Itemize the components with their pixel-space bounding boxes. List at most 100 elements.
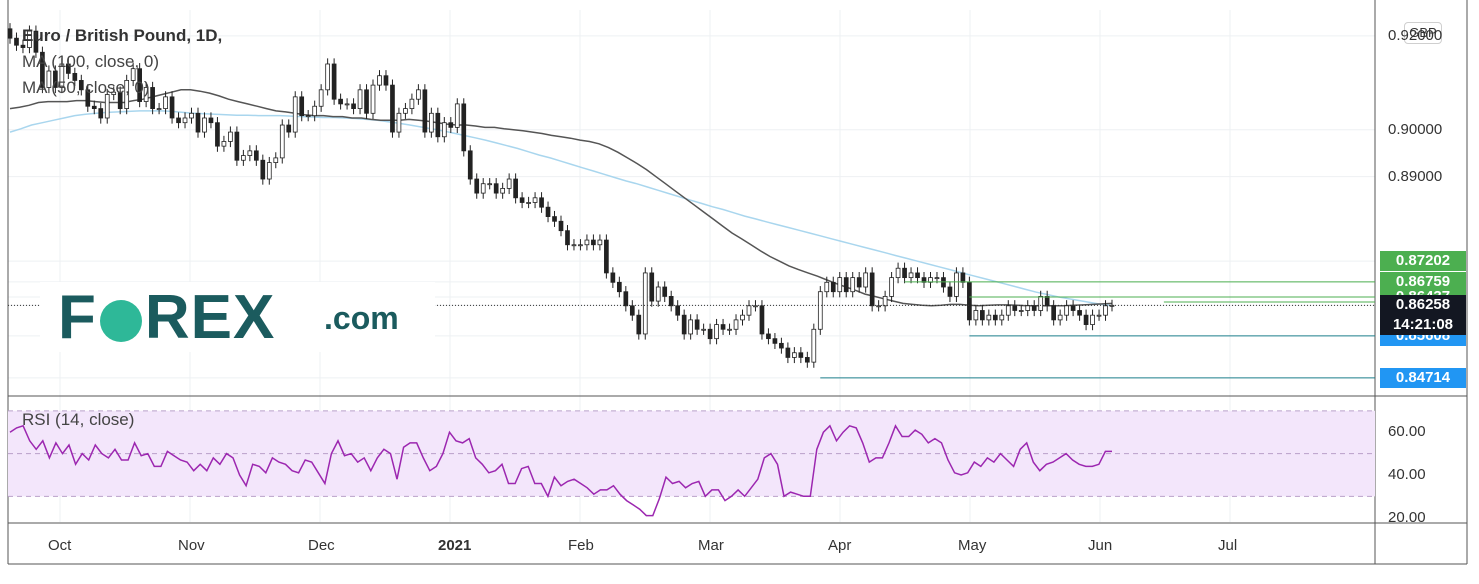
- candle-down: [992, 314, 998, 321]
- candle-down: [150, 87, 155, 109]
- candle-down: [169, 96, 175, 119]
- ma100-legend: MA (100, close, 0): [22, 52, 160, 71]
- candle-up: [377, 75, 382, 86]
- candle-down: [1083, 314, 1089, 325]
- candle-up: [403, 108, 408, 114]
- candle-up: [1096, 314, 1102, 317]
- candle-up: [202, 117, 207, 133]
- candle-up: [532, 197, 538, 203]
- currency-badge[interactable]: GBP: [1404, 22, 1442, 44]
- candle-down: [1077, 310, 1082, 316]
- candle-down: [234, 131, 240, 161]
- candle-up: [526, 202, 531, 204]
- chart-title: Euro / British Pound, 1D,: [22, 26, 223, 45]
- candle-up: [1025, 305, 1031, 311]
- candle-down: [623, 291, 629, 307]
- candle-up: [506, 178, 512, 189]
- candle-up: [584, 239, 590, 246]
- candle-up: [824, 281, 830, 293]
- candle-up: [318, 89, 324, 107]
- candle-down: [694, 319, 700, 330]
- rsi-tick-label: 20.00: [1388, 508, 1426, 526]
- candle-up: [416, 89, 421, 100]
- x-tick-label: Mar: [698, 537, 724, 554]
- candle-up: [143, 87, 149, 102]
- candle-down: [675, 305, 681, 316]
- candle-up: [889, 277, 894, 297]
- candle-up: [1005, 305, 1011, 316]
- candle-up: [292, 96, 298, 133]
- candle-down: [960, 272, 966, 283]
- candle-up: [325, 63, 330, 91]
- candle-down: [91, 105, 97, 109]
- candle-down: [830, 281, 836, 293]
- candle-down: [117, 91, 123, 109]
- candle-up: [895, 267, 901, 279]
- candle-down: [338, 98, 343, 105]
- candle-down: [519, 197, 525, 203]
- candle-down: [604, 239, 609, 274]
- candle-down: [545, 206, 551, 217]
- rsi-band: [8, 410, 1375, 497]
- candle-up: [571, 244, 577, 247]
- candle-up: [454, 103, 460, 128]
- candle-up: [1090, 314, 1095, 325]
- ma100-line: [9, 110, 1113, 307]
- candle-down: [610, 272, 616, 283]
- candle-down: [448, 122, 454, 128]
- candle-up: [46, 70, 52, 88]
- candle-up: [811, 328, 817, 363]
- price-tick-label: 0.89000: [1388, 167, 1443, 185]
- logo-domain: .com: [324, 300, 399, 336]
- candle-up: [973, 310, 979, 321]
- candle-up: [863, 272, 869, 288]
- candle-up: [701, 328, 706, 331]
- x-tick-label: Feb: [568, 537, 594, 554]
- candle-down: [364, 89, 369, 114]
- candle-down: [7, 28, 13, 39]
- candle-up: [124, 80, 130, 109]
- candle-down: [1051, 305, 1057, 321]
- candle-down: [681, 314, 687, 335]
- x-tick-label: Oct: [48, 537, 72, 554]
- x-tick-label: Apr: [828, 537, 852, 554]
- candle-up: [746, 305, 752, 316]
- candle-up: [999, 314, 1005, 321]
- candle-down: [40, 51, 45, 88]
- candle-up: [597, 239, 603, 246]
- candle-up: [344, 103, 350, 106]
- ma50-legend: MA (50, close, 0): [22, 78, 150, 97]
- candle-down: [53, 70, 58, 88]
- candle-up: [221, 141, 227, 147]
- candle-down: [299, 96, 305, 117]
- candle-down: [72, 72, 78, 81]
- candle-up: [59, 63, 65, 88]
- candle-down: [383, 75, 389, 86]
- x-tick-label: Jul: [1218, 537, 1238, 554]
- candle-down: [474, 178, 480, 194]
- candle-down: [591, 239, 596, 246]
- candle-down: [772, 338, 778, 344]
- candle-up: [487, 183, 493, 186]
- candle-down: [351, 103, 356, 109]
- candle-up: [792, 352, 797, 358]
- x-tick-label: May: [958, 537, 987, 554]
- candle-down: [766, 333, 771, 340]
- candle-down: [208, 117, 214, 124]
- candle-down: [33, 30, 39, 53]
- candle-up: [163, 96, 168, 109]
- candle-down: [331, 63, 337, 100]
- candle-down: [707, 328, 713, 340]
- candle-up: [882, 296, 888, 307]
- candle-down: [720, 324, 726, 330]
- candle-down: [565, 230, 570, 246]
- candle-down: [176, 117, 181, 124]
- candle-up: [305, 115, 311, 118]
- candle-down: [629, 305, 635, 316]
- candle-down: [843, 277, 849, 293]
- candle-down: [65, 63, 71, 74]
- candle-down: [1044, 296, 1050, 307]
- candle-down: [253, 150, 259, 161]
- candle-up: [500, 188, 506, 194]
